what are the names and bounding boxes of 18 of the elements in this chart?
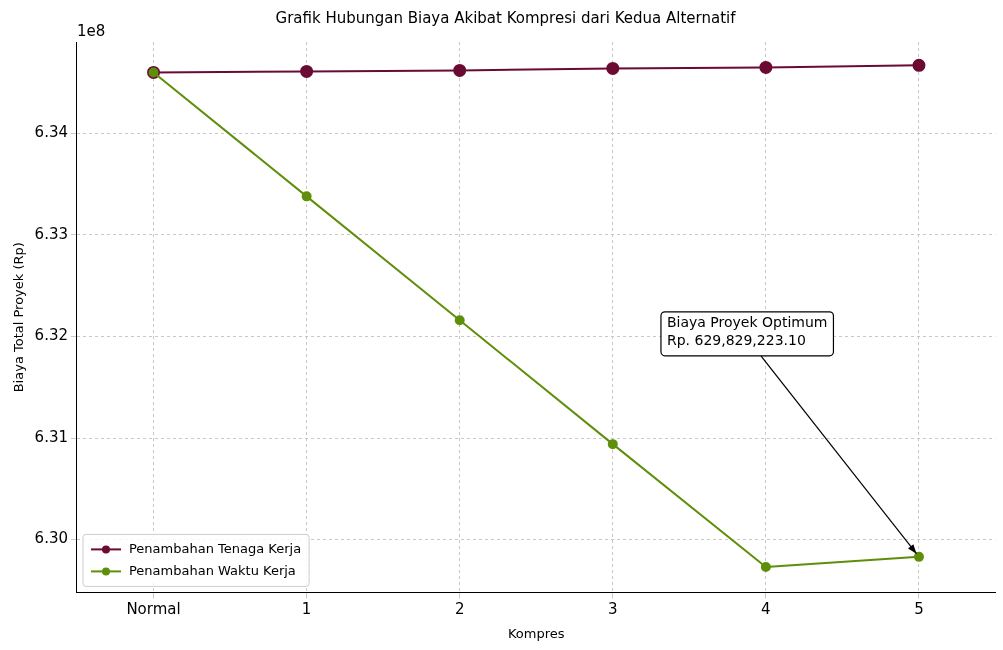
y-tick-label: 6.30	[34, 529, 68, 548]
legend-label: Penambahan Waktu Kerja	[129, 562, 296, 578]
x-tick-label: Normal	[126, 600, 181, 619]
y-tick-label: 6.34	[34, 123, 68, 142]
legend-label: Penambahan Tenaga Kerja	[129, 540, 302, 556]
annotation: Biaya Proyek Optimum Rp. 629,829,223.10	[666, 314, 828, 349]
x-tick-label: 5	[914, 600, 924, 619]
y-tick-label: 6.31	[34, 427, 68, 446]
y-tick-label: 6.33	[34, 224, 68, 243]
y-tick-label: 6.32	[34, 326, 68, 345]
y-axis-title: Biaya Total Proyek (Rp)	[11, 242, 27, 393]
chart-title: Grafik Hubungan Biaya Akibat Kompresi dari Kedua Alternatif	[275, 8, 737, 27]
x-axis-title: Kompres	[507, 625, 565, 641]
x-tick-label: 4	[761, 600, 771, 619]
x-tick-label: 2	[454, 600, 465, 619]
x-tick-label: 1	[301, 600, 312, 619]
text: 1e8	[77, 22, 106, 41]
x-tick-label: 3	[608, 600, 618, 619]
